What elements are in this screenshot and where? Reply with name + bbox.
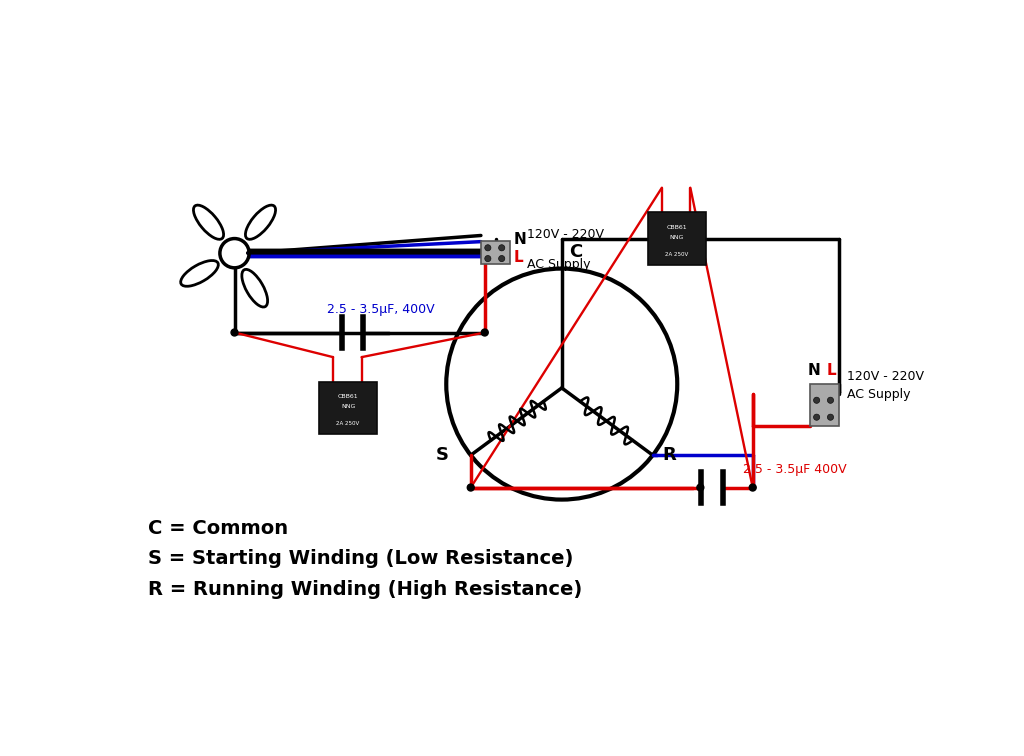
Text: C: C [569,243,583,261]
Text: R = Running Winding (High Resistance): R = Running Winding (High Resistance) [147,580,582,600]
Circle shape [827,414,834,420]
Bar [648,212,706,265]
Text: L: L [514,250,523,265]
Bar [481,241,510,264]
Text: NNG: NNG [341,404,355,410]
Text: N: N [807,363,820,378]
Text: S = Starting Winding (Low Resistance): S = Starting Winding (Low Resistance) [147,550,572,569]
Text: AC Supply: AC Supply [527,258,591,271]
Bar [810,384,839,426]
Text: 2A 250V: 2A 250V [337,421,359,426]
Circle shape [813,414,819,420]
Circle shape [231,329,238,336]
Circle shape [499,245,505,251]
Circle shape [467,484,474,491]
Text: 2.5 - 3.5μF 400V: 2.5 - 3.5μF 400V [742,463,846,476]
Text: 2.5 - 3.5μF, 400V: 2.5 - 3.5μF, 400V [327,302,434,315]
Text: 2A 250V: 2A 250V [666,252,688,257]
Circle shape [499,256,505,262]
Text: CBB61: CBB61 [338,394,358,399]
Text: 120V - 220V: 120V - 220V [847,370,924,383]
Circle shape [697,484,703,491]
Text: NNG: NNG [670,235,684,240]
Text: L: L [826,363,836,378]
Circle shape [481,329,488,336]
Text: C = Common: C = Common [147,519,288,538]
Circle shape [813,397,819,404]
Text: R: R [662,446,676,464]
Text: S: S [436,446,450,464]
Circle shape [750,484,756,491]
Text: CBB61: CBB61 [667,225,687,230]
Bar [319,382,377,434]
Text: 120V - 220V: 120V - 220V [527,228,604,241]
Circle shape [827,397,834,404]
Circle shape [484,245,490,251]
Text: N: N [514,232,526,247]
Circle shape [484,256,490,262]
Text: AC Supply: AC Supply [847,388,910,401]
